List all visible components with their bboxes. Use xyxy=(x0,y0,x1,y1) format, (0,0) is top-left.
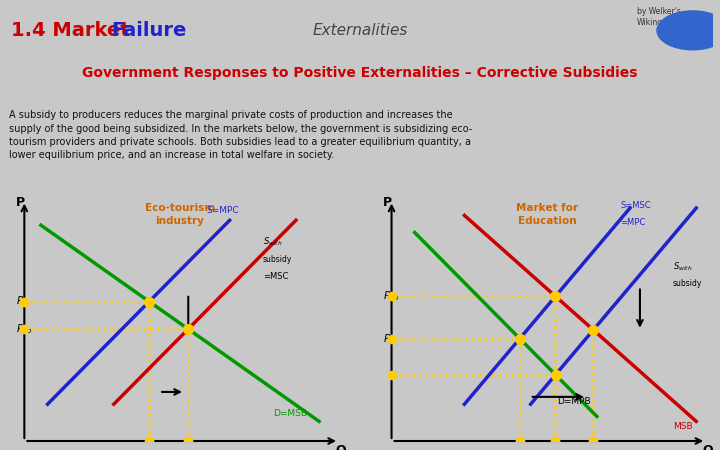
Text: P: P xyxy=(383,196,392,208)
Text: $S_{with}$: $S_{with}$ xyxy=(263,236,282,248)
Text: $P_e$: $P_e$ xyxy=(16,295,29,308)
Text: by Welker's
Wikinomics: by Welker's Wikinomics xyxy=(637,7,681,27)
Text: Externalities: Externalities xyxy=(312,23,408,38)
Text: Eco-tourism
industry: Eco-tourism industry xyxy=(145,203,215,225)
Text: P: P xyxy=(16,196,25,208)
Text: subsidy: subsidy xyxy=(263,255,292,264)
Text: A subsidy to producers reduces the marginal private costs of production and incr: A subsidy to producers reduces the margi… xyxy=(9,110,472,160)
Text: S=MPC: S=MPC xyxy=(207,206,239,215)
Text: S=MSC: S=MSC xyxy=(620,201,651,210)
Text: Market for
Education: Market for Education xyxy=(516,203,578,225)
Text: D=MSB: D=MSB xyxy=(273,410,307,418)
Text: Q: Q xyxy=(703,443,714,450)
Text: Failure: Failure xyxy=(112,21,187,40)
Text: D=MPB: D=MPB xyxy=(557,397,591,406)
Text: MSB: MSB xyxy=(673,422,693,431)
Text: =MPC: =MPC xyxy=(620,218,645,227)
Text: =MSC: =MSC xyxy=(263,272,288,281)
Circle shape xyxy=(657,11,720,50)
Text: $P_{so}$: $P_{so}$ xyxy=(16,322,32,336)
Text: $P_e$: $P_e$ xyxy=(383,332,396,346)
Text: $S_{with}$: $S_{with}$ xyxy=(673,260,693,273)
Text: 1.4 Market: 1.4 Market xyxy=(11,21,136,40)
Text: Q: Q xyxy=(336,443,346,450)
Text: $P_{so}$: $P_{so}$ xyxy=(383,289,400,303)
Text: Government Responses to Positive Externalities – Corrective Subsidies: Government Responses to Positive Externa… xyxy=(82,66,638,80)
Text: subsidy: subsidy xyxy=(673,279,703,288)
